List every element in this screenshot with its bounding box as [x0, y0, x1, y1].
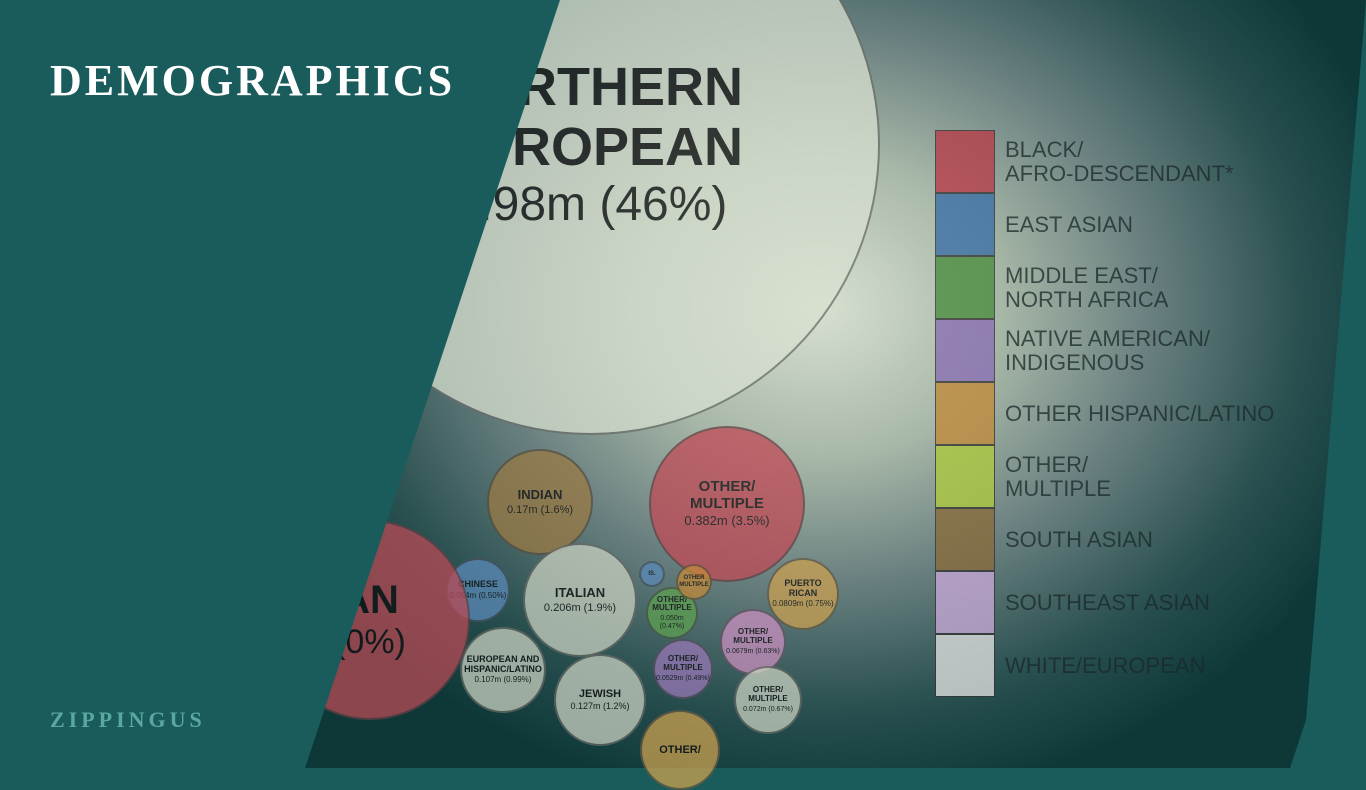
legend-row-0: BLACK/ AFRO-DESCENDANT* — [935, 130, 1274, 193]
legend-label: EAST ASIAN — [1005, 213, 1133, 236]
legend-label: MIDDLE EAST/ NORTH AFRICA — [1005, 264, 1168, 310]
bubble-label: ITALIAN — [555, 586, 605, 600]
legend-label: WHITE/EUROPEAN — [1005, 654, 1205, 677]
bubble-value: 0.072m (0.67%) — [743, 706, 793, 714]
legend-swatch — [935, 319, 995, 382]
bubble-label: OTHER/MULTIPLE — [663, 655, 702, 673]
legend-swatch — [935, 508, 995, 571]
legend-swatch — [935, 256, 995, 319]
bubble-label: JEWISH — [579, 688, 621, 700]
bubble-15: AN(0%) — [270, 520, 470, 720]
bubble-value: 0.382m (3.5%) — [684, 514, 769, 528]
bubble-6: OTHER/MULTIPLE 0.0679m (0.63%) — [720, 609, 786, 675]
legend-row-4: OTHER HISPANIC/LATINO — [935, 382, 1274, 445]
bubble-5: PUERTO RICAN0.0809m (0.75%) — [767, 558, 839, 630]
bubble-value: 4.98m (46%) — [453, 179, 728, 232]
legend-row-7: SOUTHEAST ASIAN — [935, 571, 1274, 634]
legend: BLACK/ AFRO-DESCENDANT* EAST ASIAN MIDDLE … — [935, 130, 1274, 697]
bubble-value: 0.0679m (0.63%) — [726, 648, 780, 656]
bubble-7: OTHER/MULTIPLE 0.0529m (0.49%) — [653, 639, 713, 699]
legend-label: SOUTHEAST ASIAN — [1005, 591, 1210, 614]
page-title: DEMOGRAPHICS — [50, 55, 455, 106]
bubble-label: NORTHERNEUROPEAN — [437, 58, 743, 177]
legend-swatch — [935, 445, 995, 508]
bubble-label: OTHER/MULTIPLE — [733, 628, 772, 646]
bubble-value: 0.0529m (0.49%) — [656, 675, 710, 683]
legend-row-1: EAST ASIAN — [935, 193, 1274, 256]
legend-label: NATIVE AMERICAN/ INDIGENOUS — [1005, 327, 1210, 373]
bubble-value: 0.17m (1.6%) — [507, 504, 573, 516]
bubble-label: PUERTO RICAN — [769, 579, 837, 599]
brand-label: ZIPPINGUS — [50, 707, 206, 733]
legend-swatch — [935, 193, 995, 256]
legend-row-2: MIDDLE EAST/ NORTH AFRICA — [935, 256, 1274, 319]
bubble-value: 0.127m (1.2%) — [570, 702, 629, 712]
legend-row-8: WHITE/EUROPEAN — [935, 634, 1274, 697]
bubble-3: ITALIAN 0.206m (1.9%) — [523, 543, 637, 657]
legend-swatch — [935, 130, 995, 193]
legend-label: OTHER/ MULTIPLE — [1005, 453, 1111, 499]
bubble-label: OTHERMULTIPLE — [679, 575, 709, 588]
bubble-label: AN — [341, 578, 399, 622]
bubble-13: JEWISH 0.127m (1.2%) — [554, 654, 646, 746]
bubble-1: OTHER/MULTIPLE 0.382m (3.5%) — [649, 426, 805, 582]
bubble-value: 0.0809m (0.75%) — [772, 600, 833, 609]
legend-swatch — [935, 571, 995, 634]
bubble-11: IS. — [639, 561, 665, 587]
legend-label: OTHER HISPANIC/LATINO — [1005, 402, 1274, 425]
bubble-value: 0.206m (1.9%) — [544, 602, 616, 614]
legend-label: SOUTH ASIAN — [1005, 528, 1153, 551]
legend-label: BLACK/ AFRO-DESCENDANT* — [1005, 138, 1234, 184]
bubble-label: OTHER/ — [659, 744, 701, 756]
bubble-value: 0.050m (0.47%) — [648, 615, 696, 630]
legend-swatch — [935, 634, 995, 697]
bubble-value: 0.107m (0.99%) — [475, 676, 532, 685]
legend-row-5: OTHER/ MULTIPLE — [935, 445, 1274, 508]
bubble-2: INDIAN 0.17m (1.6%) — [487, 449, 593, 555]
legend-row-3: NATIVE AMERICAN/ INDIGENOUS — [935, 319, 1274, 382]
bubble-14: OTHER/ — [640, 710, 720, 790]
bubble-10: OTHER/MULTIPLE 0.072m (0.67%) — [734, 666, 802, 734]
bubble-label: OTHER/MULTIPLE — [748, 686, 787, 704]
bubble-label: OTHER/MULTIPLE — [690, 479, 764, 512]
bubble-label: EUROPEAN ANDHISPANIC/LATINO — [464, 655, 542, 675]
bubble-label: INDIAN — [518, 488, 563, 502]
legend-swatch — [935, 382, 995, 445]
legend-row-6: SOUTH ASIAN — [935, 508, 1274, 571]
bubble-9: OTHERMULTIPLE — [676, 564, 712, 600]
bubble-value: (0%) — [334, 624, 406, 661]
bubble-12: EUROPEAN ANDHISPANIC/LATINO0.107m (0.99%… — [460, 627, 546, 713]
bubble-label: IS. — [648, 571, 655, 578]
